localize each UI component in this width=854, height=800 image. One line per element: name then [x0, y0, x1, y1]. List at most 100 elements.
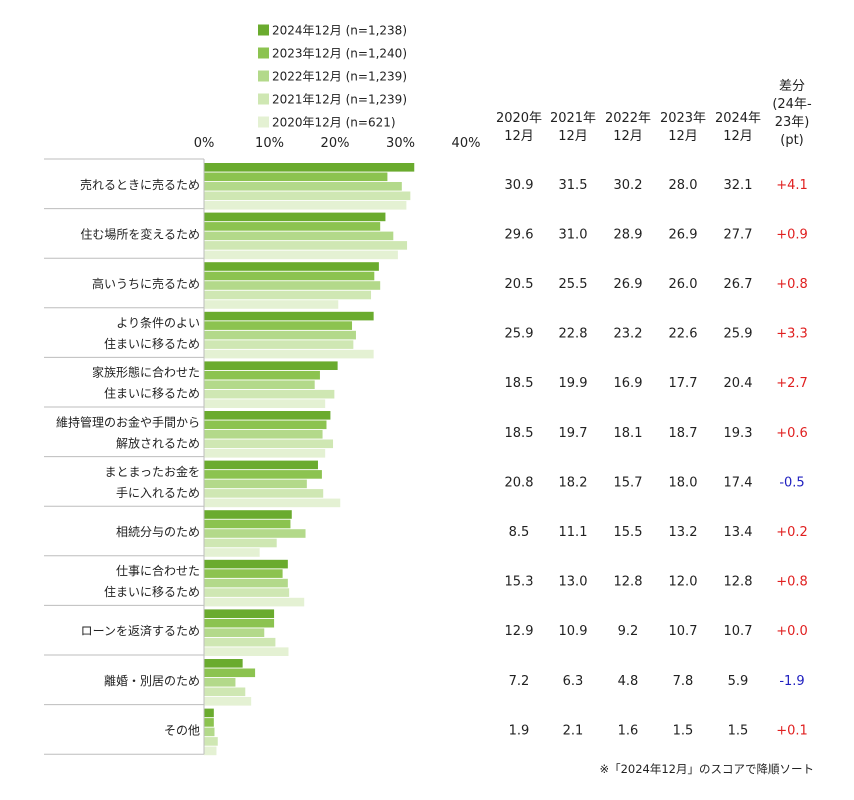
category-label: 手に入れるため	[116, 486, 200, 500]
bar	[204, 191, 411, 201]
category-label: 家族形態に合わせた	[92, 365, 200, 380]
bar	[204, 737, 218, 746]
category-label: 高いうちに売るため	[92, 276, 200, 291]
category-label: ローンを返済するため	[81, 623, 200, 638]
bar	[204, 222, 381, 231]
table-cell: 13.0	[559, 575, 588, 590]
bar	[204, 628, 265, 637]
table-cell: 9.2	[618, 624, 639, 639]
table-cell: 1.9	[509, 723, 530, 738]
table-cell: 26.9	[614, 277, 643, 292]
legend-swatch	[258, 47, 269, 59]
legend-swatch	[258, 70, 269, 82]
category-label: 売れるときに売るため	[80, 177, 200, 192]
bar	[204, 380, 315, 389]
table-cell: 26.0	[669, 277, 698, 292]
bar	[204, 538, 277, 548]
table-cell: 17.4	[724, 475, 753, 490]
bar	[204, 460, 318, 470]
category-label: 相続分与のため	[116, 525, 200, 539]
table-cell: +0.2	[776, 525, 808, 540]
table-cell: +4.1	[776, 178, 808, 193]
table-cell: 30.2	[614, 178, 643, 193]
table-cell: -0.5	[779, 475, 804, 490]
bar	[204, 262, 379, 271]
table-header: 12月	[558, 129, 588, 144]
bar	[204, 321, 353, 330]
table-cell: 29.6	[505, 227, 534, 242]
table-cell: 7.2	[509, 674, 530, 689]
bar	[204, 529, 306, 538]
category-label: 離婚・別居のため	[104, 674, 200, 688]
table-header: (pt)	[780, 133, 804, 148]
bar	[204, 697, 252, 706]
chart-legend: 2024年12月 (n=1,238) 2023年12月 (n=1,240) 2022…	[258, 24, 407, 130]
table-cell: 12.8	[724, 575, 753, 590]
legend-swatch	[258, 93, 269, 105]
legend-label: 2021年12月 (n=1,239)	[272, 93, 407, 107]
x-axis: 0% 10% 20% 30% 40%	[194, 136, 481, 151]
bar	[204, 430, 323, 439]
legend-label: 2023年12月 (n=1,240)	[272, 47, 407, 61]
table-header: 2023年	[660, 111, 706, 126]
table-cell: +0.9	[776, 227, 808, 242]
table-cell: 1.5	[673, 723, 694, 738]
table-cell: 18.2	[559, 475, 588, 490]
table-cell: 17.7	[669, 376, 698, 391]
bar	[204, 439, 334, 449]
bar	[204, 311, 374, 321]
table-cell: +0.6	[776, 426, 808, 441]
table-cell: +0.0	[776, 624, 808, 639]
table-cell: 16.9	[614, 376, 643, 391]
table-cell: 31.5	[559, 178, 588, 193]
table-cell: 2.1	[563, 723, 584, 738]
legend-swatch	[258, 116, 269, 128]
table-cell: +3.3	[776, 327, 808, 342]
bar	[204, 597, 305, 607]
table-cell: 31.0	[559, 227, 588, 242]
chart-rows: 売れるときに売るため住む場所を変えるため高いうちに売るためより条件のよい住まいに…	[44, 158, 415, 756]
legend-swatch	[258, 24, 269, 36]
table-header: 12月	[613, 129, 643, 144]
table-cell: 23.2	[614, 327, 643, 342]
bar	[204, 201, 407, 210]
x-tick-label: 0%	[194, 136, 215, 151]
table-cell: 22.8	[559, 327, 588, 342]
table-cell: 15.3	[505, 575, 534, 590]
bar	[204, 212, 386, 222]
bar	[204, 718, 214, 727]
bar	[204, 609, 275, 618]
table-header: 差分	[779, 79, 805, 94]
table-header: 2021年	[550, 111, 596, 126]
bar	[204, 449, 326, 458]
category-label: 住まいに移るため	[104, 585, 200, 599]
table-cell: 18.5	[505, 376, 534, 391]
bar	[204, 172, 388, 182]
table-cell: 15.5	[614, 525, 643, 540]
table-cell: 28.0	[669, 178, 698, 193]
table-cell: 25.5	[559, 277, 588, 292]
category-label: 仕事に合わせた	[116, 563, 200, 578]
table-cell: +0.8	[776, 575, 808, 590]
bar	[204, 746, 217, 756]
table-cell: 30.9	[505, 178, 534, 193]
table-cell: 15.7	[614, 475, 643, 490]
bar	[204, 668, 256, 678]
sort-note: ※「2024年12月」のスコアで降順ソート	[599, 762, 814, 776]
table-cell: 18.1	[614, 426, 643, 441]
table-cell: 8.5	[509, 525, 530, 540]
table-header: 12月	[668, 129, 698, 144]
table-cell: 4.8	[618, 674, 639, 689]
bar	[204, 340, 354, 349]
table-header: 2024年	[715, 111, 761, 126]
table-cell: 6.3	[563, 674, 584, 689]
bar	[204, 420, 327, 430]
table-cell: 1.5	[728, 723, 749, 738]
bar	[204, 300, 339, 309]
bar	[204, 559, 288, 569]
bar	[204, 389, 335, 399]
table-cell: 11.1	[559, 525, 588, 540]
bar	[204, 241, 408, 250]
table-cell: 18.0	[669, 475, 698, 490]
table-cell: 10.7	[669, 624, 698, 639]
